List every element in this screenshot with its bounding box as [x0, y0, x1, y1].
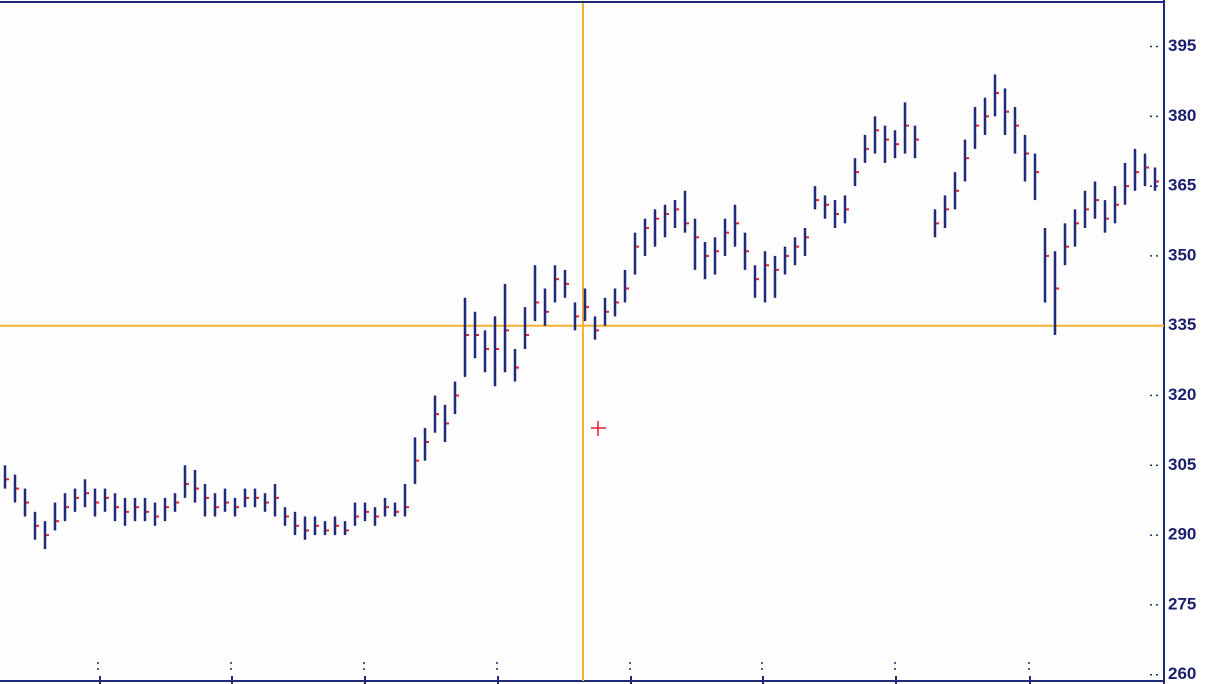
plot-area: [0, 0, 1163, 681]
y-tick-label: 290: [1168, 525, 1196, 544]
y-tick-label: 350: [1168, 245, 1196, 264]
y-tick-label: 305: [1168, 455, 1196, 474]
cursor: [591, 421, 606, 436]
y-tick-label: 395: [1168, 36, 1196, 55]
y-tick-label: 260: [1168, 664, 1196, 683]
y-tick-label: 320: [1168, 385, 1196, 404]
y-tick-label: 365: [1168, 176, 1196, 195]
y-tick-label: 380: [1168, 106, 1196, 125]
x-grid-dots: [97, 662, 1030, 674]
x-axis-ticks: [99, 676, 1031, 684]
y-tick-label: 335: [1168, 315, 1196, 334]
y-tick-label: 275: [1168, 594, 1196, 613]
